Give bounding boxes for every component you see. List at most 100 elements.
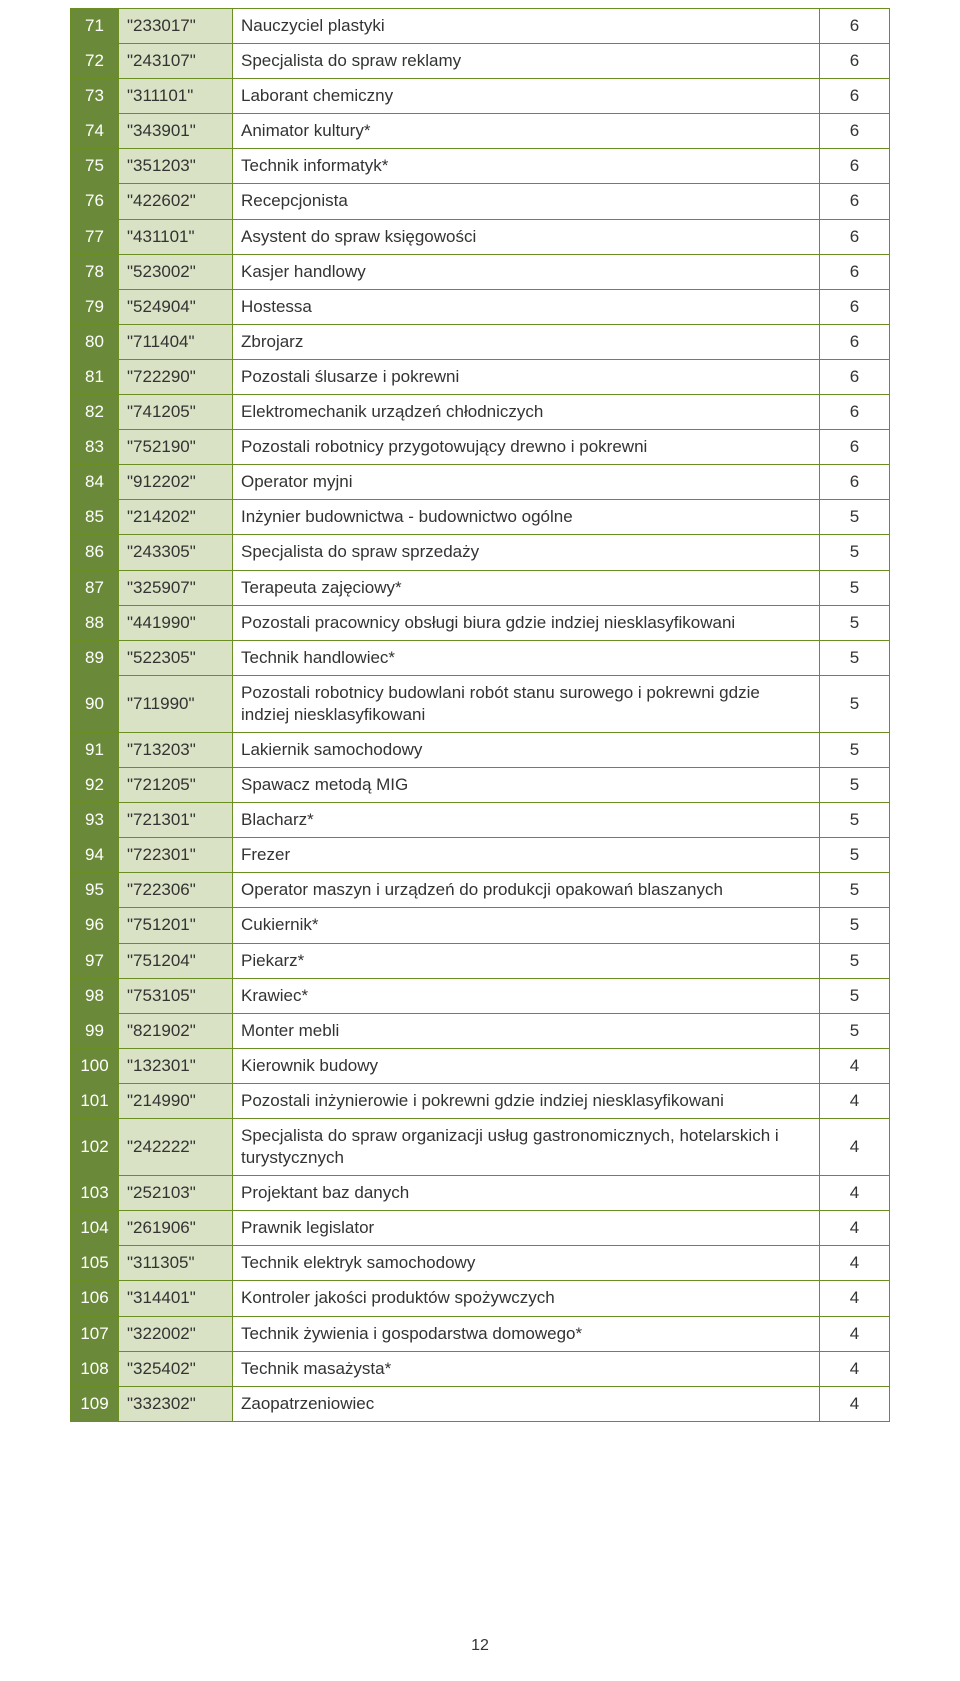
row-code: "325907" bbox=[119, 570, 233, 605]
table-row: 88"441990"Pozostali pracownicy obsługi b… bbox=[71, 605, 890, 640]
row-description: Spawacz metodą MIG bbox=[233, 768, 820, 803]
row-value: 6 bbox=[820, 395, 890, 430]
row-code: "343901" bbox=[119, 114, 233, 149]
row-code: "524904" bbox=[119, 289, 233, 324]
row-value: 6 bbox=[820, 184, 890, 219]
row-code: "325402" bbox=[119, 1351, 233, 1386]
row-description: Inżynier budownictwa - budownictwo ogóln… bbox=[233, 500, 820, 535]
table-row: 107"322002"Technik żywienia i gospodarst… bbox=[71, 1316, 890, 1351]
row-value: 6 bbox=[820, 359, 890, 394]
row-description: Kontroler jakości produktów spożywczych bbox=[233, 1281, 820, 1316]
row-value: 4 bbox=[820, 1246, 890, 1281]
row-value: 6 bbox=[820, 44, 890, 79]
row-value: 5 bbox=[820, 535, 890, 570]
row-index: 108 bbox=[71, 1351, 119, 1386]
table-row: 92"721205"Spawacz metodą MIG5 bbox=[71, 768, 890, 803]
row-index: 71 bbox=[71, 9, 119, 44]
row-description: Nauczyciel plastyki bbox=[233, 9, 820, 44]
row-index: 89 bbox=[71, 640, 119, 675]
table-row: 103"252103"Projektant baz danych4 bbox=[71, 1176, 890, 1211]
row-value: 5 bbox=[820, 803, 890, 838]
row-code: "721301" bbox=[119, 803, 233, 838]
row-value: 6 bbox=[820, 465, 890, 500]
row-index: 104 bbox=[71, 1211, 119, 1246]
row-code: "722306" bbox=[119, 873, 233, 908]
row-code: "214990" bbox=[119, 1083, 233, 1118]
row-value: 5 bbox=[820, 640, 890, 675]
row-description: Projektant baz danych bbox=[233, 1176, 820, 1211]
row-index: 101 bbox=[71, 1083, 119, 1118]
row-index: 91 bbox=[71, 732, 119, 767]
row-value: 5 bbox=[820, 978, 890, 1013]
row-code: "722290" bbox=[119, 359, 233, 394]
row-code: "242222" bbox=[119, 1119, 233, 1176]
row-value: 4 bbox=[820, 1048, 890, 1083]
row-description: Pozostali ślusarze i pokrewni bbox=[233, 359, 820, 394]
row-description: Pozostali pracownicy obsługi biura gdzie… bbox=[233, 605, 820, 640]
row-index: 72 bbox=[71, 44, 119, 79]
row-value: 5 bbox=[820, 732, 890, 767]
row-description: Asystent do spraw księgowości bbox=[233, 219, 820, 254]
row-description: Frezer bbox=[233, 838, 820, 873]
table-row: 73"311101"Laborant chemiczny6 bbox=[71, 79, 890, 114]
table-row: 93"721301"Blacharz*5 bbox=[71, 803, 890, 838]
row-index: 102 bbox=[71, 1119, 119, 1176]
row-value: 4 bbox=[820, 1351, 890, 1386]
row-value: 6 bbox=[820, 324, 890, 359]
row-description: Terapeuta zajęciowy* bbox=[233, 570, 820, 605]
row-code: "751204" bbox=[119, 943, 233, 978]
table-row: 78"523002"Kasjer handlowy6 bbox=[71, 254, 890, 289]
row-index: 80 bbox=[71, 324, 119, 359]
row-description: Specjalista do spraw sprzedaży bbox=[233, 535, 820, 570]
row-description: Animator kultury* bbox=[233, 114, 820, 149]
row-description: Technik informatyk* bbox=[233, 149, 820, 184]
row-description: Kierownik budowy bbox=[233, 1048, 820, 1083]
row-value: 5 bbox=[820, 500, 890, 535]
row-index: 83 bbox=[71, 430, 119, 465]
row-index: 106 bbox=[71, 1281, 119, 1316]
row-value: 6 bbox=[820, 149, 890, 184]
row-index: 76 bbox=[71, 184, 119, 219]
row-code: "522305" bbox=[119, 640, 233, 675]
row-code: "711404" bbox=[119, 324, 233, 359]
table-row: 81"722290"Pozostali ślusarze i pokrewni6 bbox=[71, 359, 890, 394]
row-index: 93 bbox=[71, 803, 119, 838]
table-row: 106"314401"Kontroler jakości produktów s… bbox=[71, 1281, 890, 1316]
table-row: 95"722306"Operator maszyn i urządzeń do … bbox=[71, 873, 890, 908]
row-code: "311305" bbox=[119, 1246, 233, 1281]
page-number: 12 bbox=[0, 1637, 960, 1655]
row-index: 77 bbox=[71, 219, 119, 254]
row-value: 4 bbox=[820, 1119, 890, 1176]
table-row: 96"751201"Cukiernik*5 bbox=[71, 908, 890, 943]
row-index: 75 bbox=[71, 149, 119, 184]
row-code: "243107" bbox=[119, 44, 233, 79]
table-row: 84"912202"Operator myjni6 bbox=[71, 465, 890, 500]
row-description: Operator maszyn i urządzeń do produkcji … bbox=[233, 873, 820, 908]
row-code: "132301" bbox=[119, 1048, 233, 1083]
row-code: "332302" bbox=[119, 1386, 233, 1421]
row-description: Pozostali inżynierowie i pokrewni gdzie … bbox=[233, 1083, 820, 1118]
table-row: 94"722301"Frezer5 bbox=[71, 838, 890, 873]
row-description: Technik elektryk samochodowy bbox=[233, 1246, 820, 1281]
table-row: 101"214990"Pozostali inżynierowie i pokr… bbox=[71, 1083, 890, 1118]
table-row: 100"132301"Kierownik budowy4 bbox=[71, 1048, 890, 1083]
row-index: 109 bbox=[71, 1386, 119, 1421]
row-description: Elektromechanik urządzeń chłodniczych bbox=[233, 395, 820, 430]
row-index: 84 bbox=[71, 465, 119, 500]
row-code: "422602" bbox=[119, 184, 233, 219]
row-code: "214202" bbox=[119, 500, 233, 535]
row-index: 105 bbox=[71, 1246, 119, 1281]
row-code: "261906" bbox=[119, 1211, 233, 1246]
row-value: 4 bbox=[820, 1316, 890, 1351]
row-index: 95 bbox=[71, 873, 119, 908]
row-code: "741205" bbox=[119, 395, 233, 430]
row-code: "912202" bbox=[119, 465, 233, 500]
row-description: Hostessa bbox=[233, 289, 820, 324]
table-row: 75"351203"Technik informatyk*6 bbox=[71, 149, 890, 184]
row-index: 79 bbox=[71, 289, 119, 324]
table-row: 80"711404"Zbrojarz6 bbox=[71, 324, 890, 359]
row-index: 73 bbox=[71, 79, 119, 114]
table-row: 79"524904"Hostessa6 bbox=[71, 289, 890, 324]
row-code: "314401" bbox=[119, 1281, 233, 1316]
row-value: 6 bbox=[820, 254, 890, 289]
